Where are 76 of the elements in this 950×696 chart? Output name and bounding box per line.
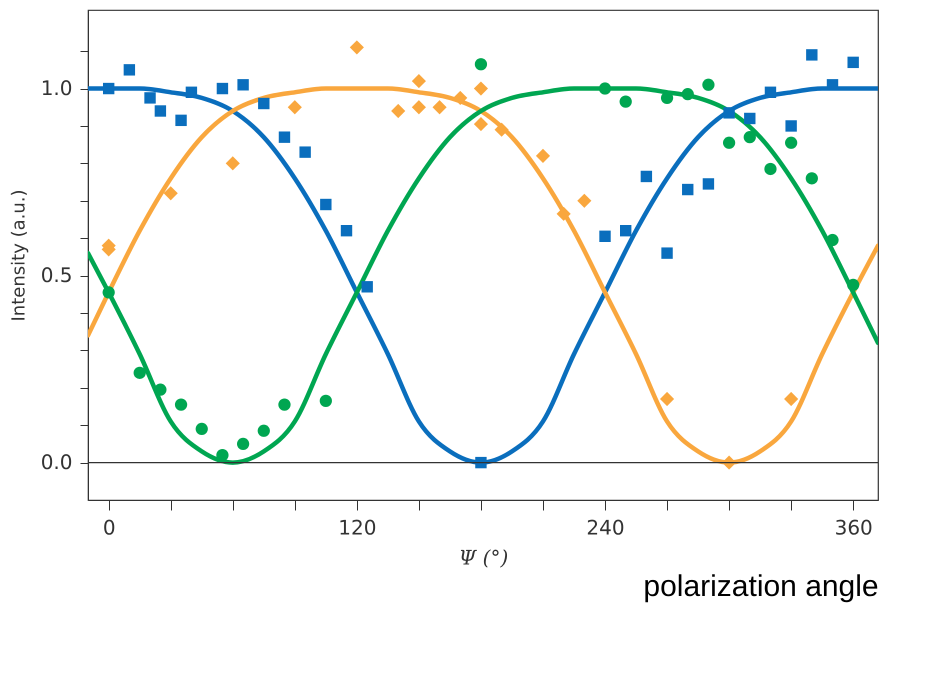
- point: [599, 230, 611, 242]
- point: [474, 117, 488, 132]
- point: [226, 156, 240, 170]
- point: [432, 100, 447, 114]
- point: [475, 456, 487, 468]
- point: [785, 120, 797, 132]
- x-tick-label: 240: [586, 516, 625, 540]
- point: [702, 78, 715, 91]
- point: [764, 162, 777, 176]
- point: [806, 172, 818, 184]
- point: [102, 286, 115, 299]
- point: [661, 247, 673, 259]
- point: [154, 105, 166, 117]
- point: [453, 90, 468, 105]
- x-tick-label: 120: [338, 516, 376, 540]
- point: [216, 82, 228, 94]
- point: [494, 122, 509, 137]
- point: [702, 178, 714, 190]
- text: polarization angle: [643, 570, 879, 603]
- point: [164, 186, 178, 200]
- point: [258, 424, 270, 437]
- point: [186, 86, 198, 98]
- point: [536, 148, 550, 163]
- point: [744, 112, 756, 124]
- point: [278, 131, 290, 143]
- point: [682, 184, 694, 196]
- point: [826, 234, 839, 246]
- point: [258, 98, 270, 110]
- x-axis-title: Ψ (°): [458, 546, 508, 570]
- point: [299, 146, 311, 158]
- point: [598, 82, 612, 95]
- y-tick-label: 0.0: [40, 450, 72, 474]
- point: [723, 107, 735, 119]
- point: [216, 449, 229, 462]
- point: [784, 392, 798, 406]
- point: [620, 96, 632, 108]
- point: [236, 438, 250, 450]
- point: [660, 392, 674, 406]
- point: [785, 136, 798, 149]
- point: [744, 131, 756, 144]
- point: [577, 194, 592, 208]
- point: [412, 100, 426, 114]
- point: [806, 49, 818, 61]
- point: [320, 394, 332, 407]
- y-axis-title: Intensity (a.u.): [8, 190, 30, 322]
- x-tick-label: 360: [834, 516, 873, 540]
- point: [361, 281, 373, 292]
- point: [556, 206, 571, 221]
- point: [412, 74, 426, 88]
- point: [134, 366, 146, 379]
- point: [620, 224, 632, 236]
- point: [320, 198, 332, 210]
- point: [102, 82, 114, 94]
- point: [764, 86, 776, 98]
- point: [175, 114, 187, 126]
- x-tick-label: 0: [102, 516, 116, 540]
- point: [474, 81, 488, 96]
- point: [847, 278, 860, 292]
- point: [682, 88, 694, 100]
- point: [144, 92, 156, 104]
- point: [340, 224, 352, 236]
- point: [350, 40, 364, 54]
- point: [278, 398, 291, 411]
- point: [474, 58, 488, 70]
- point: [288, 100, 302, 114]
- point: [154, 384, 167, 396]
- point: [174, 398, 188, 411]
- point: [847, 56, 859, 68]
- point: [722, 136, 736, 149]
- y-tick-label: 1.0: [40, 76, 72, 100]
- point: [640, 170, 652, 182]
- point: [237, 79, 249, 91]
- point: [124, 64, 136, 76]
- y-tick-label: 0.5: [40, 263, 72, 288]
- point: [196, 422, 208, 436]
- point: [391, 104, 406, 118]
